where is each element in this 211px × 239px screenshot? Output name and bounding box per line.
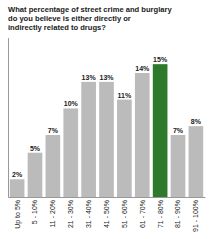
- data-labels: 2% 5% 7% 10% 13%13% 11% 14%15% 7% 8%: [12, 56, 202, 178]
- x-tick: 21 - 30%: [67, 200, 74, 228]
- x-axis-line: [9, 197, 206, 198]
- data-label: 13%: [82, 74, 97, 81]
- x-tick-label: 91 - 100%: [192, 200, 199, 232]
- x-tick: 81 - 90%: [174, 200, 181, 228]
- bar: [81, 82, 96, 197]
- bar: [171, 135, 186, 197]
- bar: [135, 73, 150, 197]
- bar: [117, 100, 132, 197]
- x-tick: 51 - 60%: [121, 200, 128, 228]
- x-tick-label: Up to 5%: [14, 200, 22, 229]
- bar: [10, 179, 25, 197]
- x-tick-label: 5 - 10%: [31, 200, 38, 224]
- x-tick: 71 - 80%: [157, 200, 164, 228]
- title-line: do you believe is either directly or: [8, 14, 131, 23]
- x-tick: 11 - 20%: [49, 200, 56, 228]
- bar: [153, 64, 168, 197]
- chart: What percentage of street crime and burg…: [0, 0, 211, 239]
- x-axis: Up to 5% 5 - 10% 11 - 20% 21 - 30% 31 - 40% 4…: [9, 198, 206, 232]
- bars: [10, 64, 203, 197]
- title: What percentage of street crime and burg…: [8, 5, 173, 32]
- x-tick-label: 11 - 20%: [49, 200, 56, 228]
- y-axis-line: [8, 38, 9, 197]
- x-tick: 5 - 10%: [31, 200, 38, 224]
- bar: [46, 135, 61, 197]
- plot: Up to 5% 5 - 10% 11 - 20% 21 - 30% 31 - 40% 4…: [9, 38, 206, 232]
- x-tick-label: 31 - 40%: [85, 200, 92, 228]
- x-tick: 91 - 100%: [192, 200, 199, 232]
- data-label: 14%: [135, 65, 150, 72]
- bar: [28, 153, 43, 197]
- x-tick-label: 51 - 60%: [121, 200, 128, 228]
- title-line: indirectly related to drugs?: [8, 23, 106, 32]
- bar: [189, 126, 204, 197]
- bar: [63, 108, 78, 197]
- title-line: What percentage of street crime and burg…: [8, 5, 173, 14]
- data-label: 13%: [99, 74, 114, 81]
- x-tick: 31 - 40%: [85, 200, 92, 228]
- x-tick-label: 71 - 80%: [157, 200, 164, 228]
- x-tick: 41 - 50%: [103, 200, 110, 228]
- x-tick: Up to 5%: [14, 200, 22, 229]
- bar: [99, 82, 114, 197]
- x-tick: 61 - 70%: [139, 200, 146, 228]
- data-label: 8%: [191, 118, 202, 125]
- x-tick-label: 61 - 70%: [139, 200, 146, 228]
- data-label: 10%: [64, 100, 79, 107]
- data-label: 7%: [48, 127, 59, 134]
- y-axis: [8, 38, 9, 197]
- data-label: 2%: [12, 171, 23, 178]
- x-tick-label: 21 - 30%: [67, 200, 74, 228]
- data-label: 15%: [153, 56, 168, 63]
- x-tick-label: 41 - 50%: [103, 200, 110, 228]
- x-tick-label: 81 - 90%: [174, 200, 181, 228]
- data-label: 5%: [30, 145, 41, 152]
- data-label: 11%: [118, 92, 132, 99]
- data-label: 7%: [173, 127, 184, 134]
